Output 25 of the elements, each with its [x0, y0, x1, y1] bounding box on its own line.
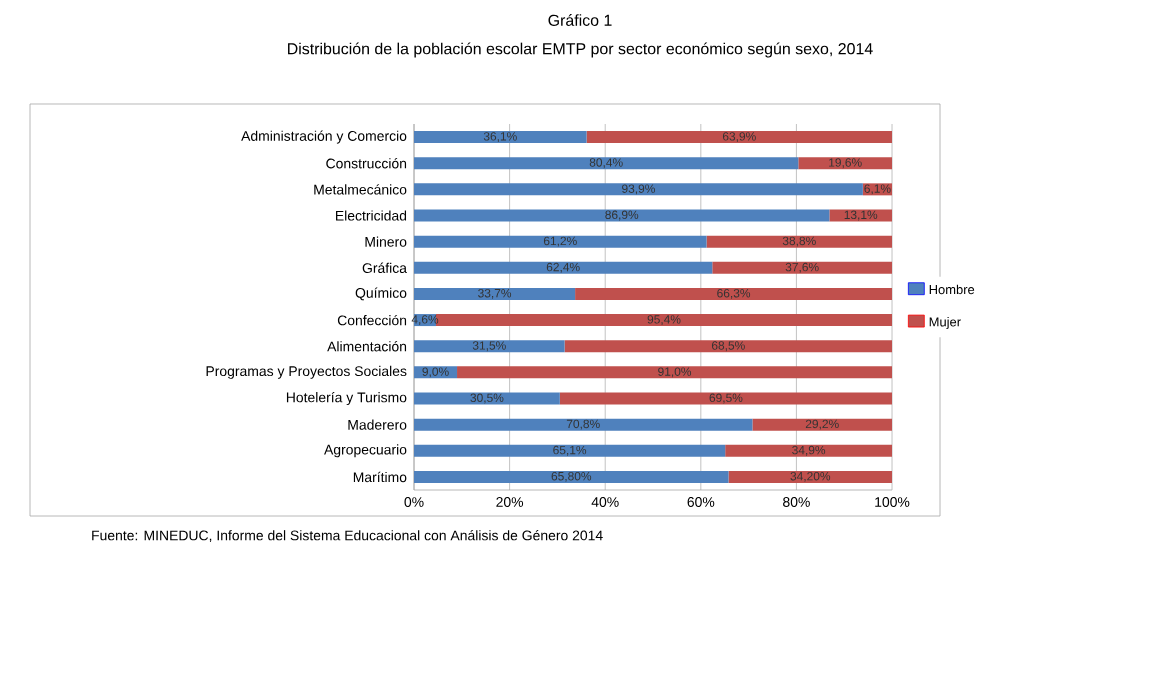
bar	[752, 418, 893, 431]
bar	[414, 470, 729, 483]
bar	[414, 392, 560, 405]
bar	[414, 235, 707, 248]
bar	[414, 183, 863, 196]
bar	[725, 444, 893, 457]
bar	[457, 366, 893, 379]
bar	[706, 235, 893, 248]
bar	[414, 287, 576, 300]
bar	[414, 209, 830, 222]
bar	[414, 157, 799, 170]
bar	[575, 287, 893, 300]
bar	[414, 418, 753, 431]
bar	[798, 157, 893, 170]
bar	[559, 392, 893, 405]
bar	[414, 261, 713, 274]
bar	[414, 131, 587, 144]
bar	[586, 131, 893, 144]
bar	[728, 470, 893, 483]
bar	[414, 444, 726, 457]
bar	[712, 261, 893, 274]
bar	[564, 340, 893, 353]
bar	[829, 209, 893, 222]
bar	[436, 314, 893, 327]
bar	[414, 340, 565, 353]
